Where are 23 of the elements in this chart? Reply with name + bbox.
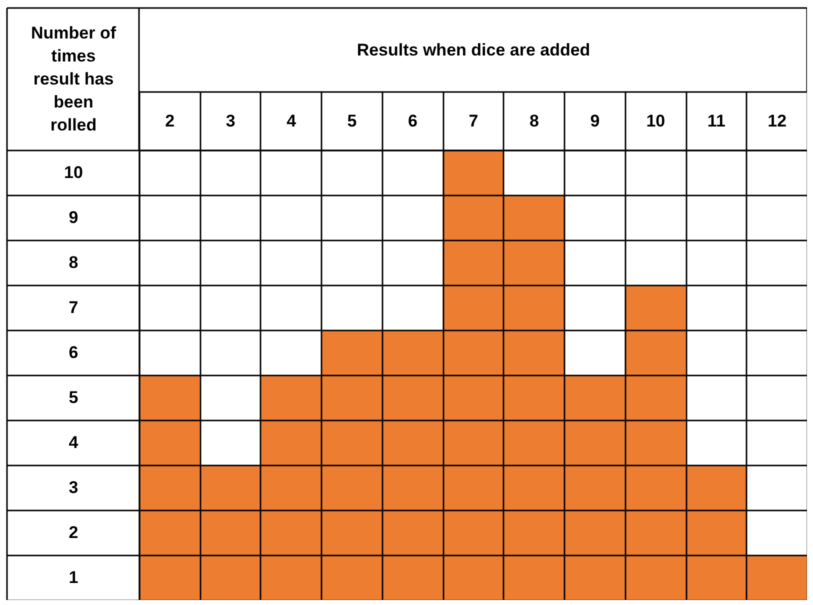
- y-tick-label: 7: [68, 298, 78, 317]
- x-tick-label: 6: [408, 112, 418, 130]
- x-tick-label: 2: [165, 112, 175, 130]
- x-axis-title: Results when dice are added: [356, 40, 590, 60]
- y-axis-title: Number of times result has been rolled: [31, 24, 116, 134]
- y-tick-label: 3: [68, 478, 78, 497]
- y-tick-label: 2: [68, 523, 78, 542]
- x-tick-label: 4: [286, 112, 297, 130]
- x-tick-label: 12: [768, 112, 787, 130]
- y-tick-label: 4: [68, 433, 79, 452]
- x-tick-label: 3: [226, 112, 236, 130]
- y-tick-label: 10: [64, 163, 83, 182]
- y-tick-label: 8: [68, 253, 78, 272]
- x-tick-label: 11: [707, 112, 726, 130]
- x-tick-label: 5: [347, 112, 357, 130]
- y-tick-label: 9: [68, 208, 78, 227]
- x-tick-label: 10: [646, 112, 666, 130]
- x-tick-label: 9: [590, 112, 600, 130]
- y-tick-label: 5: [68, 388, 78, 407]
- y-tick-label: 1: [68, 568, 78, 587]
- x-tick-label: 8: [529, 112, 539, 130]
- x-tick-label: 7: [468, 112, 478, 130]
- y-tick-label: 6: [68, 343, 78, 362]
